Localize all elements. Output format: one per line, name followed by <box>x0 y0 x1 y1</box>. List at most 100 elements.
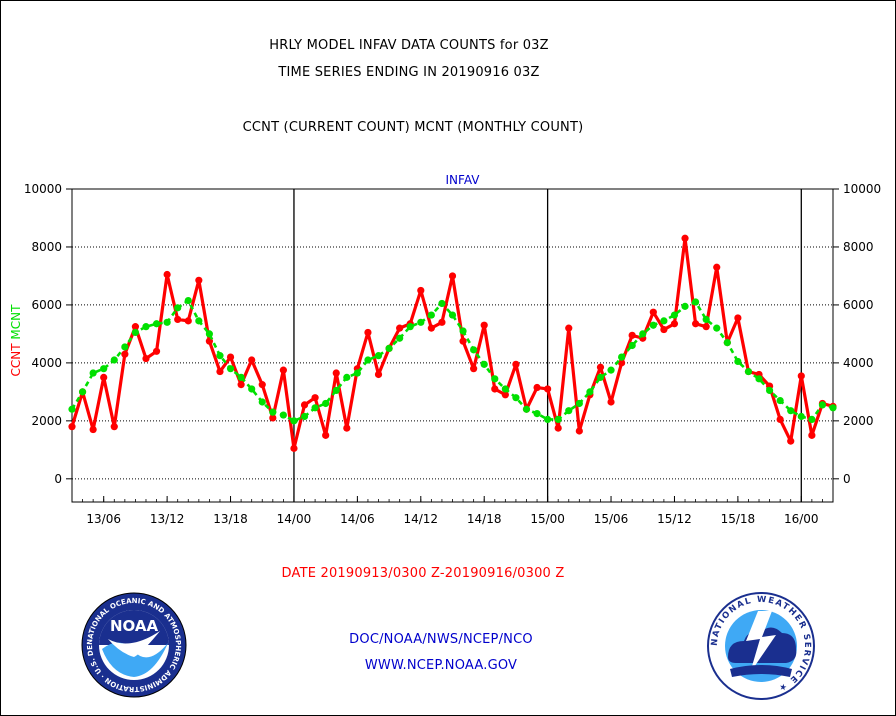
data-point-mcnt <box>279 411 287 419</box>
data-point-mcnt <box>110 356 118 364</box>
data-point-mcnt <box>322 399 330 408</box>
x-tick-label: 14/12 <box>403 512 438 526</box>
date-range: DATE 20190913/0300 Z-20190916/0300 Z <box>281 566 565 581</box>
data-point-mcnt <box>152 320 161 328</box>
data-point-ccnt <box>343 424 351 432</box>
data-point-mcnt <box>575 399 583 408</box>
data-point-mcnt <box>417 318 425 326</box>
data-point-ccnt <box>396 324 404 332</box>
data-point-mcnt <box>427 311 435 319</box>
data-point-mcnt <box>533 410 541 418</box>
data-point-ccnt <box>89 425 97 434</box>
data-point-ccnt <box>142 354 150 363</box>
x-tick-label: 16/00 <box>784 512 819 526</box>
data-point-ccnt <box>491 385 499 393</box>
data-point-mcnt <box>544 415 552 424</box>
data-point-ccnt <box>184 317 192 325</box>
x-tick-label: 13/12 <box>150 512 185 526</box>
data-point-ccnt <box>660 325 668 334</box>
y-tick-label-right: 8000 <box>843 240 874 254</box>
data-point-mcnt <box>765 386 774 395</box>
data-point-mcnt <box>216 352 224 360</box>
data-point-mcnt <box>131 328 140 337</box>
data-point-mcnt <box>512 394 520 402</box>
data-point-ccnt <box>121 350 129 358</box>
data-point-ccnt <box>776 415 784 424</box>
data-point-mcnt <box>797 412 805 421</box>
data-point-ccnt <box>596 363 605 371</box>
data-point-ccnt <box>533 383 541 392</box>
data-point-mcnt <box>734 357 742 366</box>
data-point-mcnt <box>343 373 351 381</box>
website-link[interactable]: WWW.NCEP.NOAA.GOV <box>364 658 518 673</box>
data-point-mcnt <box>269 408 277 416</box>
data-point-ccnt <box>512 360 520 368</box>
x-tick-label: 15/00 <box>530 512 565 526</box>
data-point-mcnt <box>174 304 182 312</box>
data-point-ccnt <box>691 320 700 328</box>
data-point-ccnt <box>300 401 309 409</box>
data-point-ccnt <box>269 414 277 422</box>
data-point-ccnt <box>787 437 795 445</box>
data-point-mcnt <box>332 386 340 395</box>
data-point-mcnt <box>787 407 795 415</box>
data-point-mcnt <box>385 344 393 352</box>
y-tick-label-right: 0 <box>843 472 851 486</box>
data-point-ccnt <box>575 427 583 435</box>
data-point-mcnt <box>829 404 837 412</box>
data-point-ccnt <box>332 369 340 377</box>
data-point-mcnt <box>184 296 192 305</box>
data-point-ccnt <box>68 423 76 431</box>
data-point-mcnt <box>396 334 404 342</box>
data-point-ccnt <box>670 320 679 328</box>
x-tick-label: 13/18 <box>213 512 248 526</box>
data-point-ccnt <box>713 263 721 271</box>
data-point-ccnt <box>417 286 425 295</box>
data-point-mcnt <box>723 339 731 347</box>
data-point-ccnt <box>152 347 161 355</box>
data-point-mcnt <box>596 373 605 381</box>
data-point-ccnt <box>110 423 118 431</box>
data-point-ccnt <box>681 234 689 242</box>
data-point-mcnt <box>755 375 763 383</box>
y-label-mcnt: MCNT <box>9 304 23 340</box>
data-point-mcnt <box>744 367 753 376</box>
data-point-mcnt <box>205 330 214 338</box>
data-point-mcnt <box>353 369 361 377</box>
data-point-mcnt <box>470 346 478 354</box>
x-tick-label: 14/06 <box>340 512 375 526</box>
data-point-mcnt <box>639 330 647 338</box>
y-tick-label-right: 2000 <box>843 414 874 428</box>
data-point-ccnt <box>100 373 108 381</box>
x-tick-label: 13/06 <box>86 512 121 526</box>
chart-title-line1: HRLY MODEL INFAV DATA COUNTS for 03Z <box>269 38 549 53</box>
data-point-ccnt <box>501 391 509 399</box>
data-point-mcnt <box>702 315 710 324</box>
data-point-mcnt <box>100 365 108 373</box>
data-point-mcnt <box>226 365 235 373</box>
data-point-ccnt <box>565 324 573 332</box>
x-tick-label: 14/18 <box>467 512 502 526</box>
data-point-mcnt <box>628 341 636 350</box>
data-point-mcnt <box>290 417 298 425</box>
data-point-ccnt <box>216 367 224 376</box>
data-point-ccnt <box>544 385 552 393</box>
data-point-ccnt <box>470 365 478 373</box>
y-tick-label-right: 4000 <box>843 356 874 370</box>
data-point-mcnt <box>554 415 562 424</box>
data-point-mcnt <box>374 352 383 360</box>
y-tick-label-left: 0 <box>54 472 62 486</box>
x-tick-label: 15/18 <box>721 512 756 526</box>
data-point-ccnt <box>174 315 182 324</box>
data-point-ccnt <box>480 321 488 329</box>
data-point-mcnt <box>89 369 97 377</box>
noaa-logo-text: NOAA <box>110 617 159 635</box>
data-point-mcnt <box>670 311 679 319</box>
data-point-ccnt <box>459 337 467 345</box>
data-point-mcnt <box>660 317 668 325</box>
data-point-mcnt <box>258 398 266 406</box>
data-point-ccnt <box>797 372 805 380</box>
data-point-ccnt <box>195 276 203 284</box>
x-tick-label: 15/06 <box>594 512 629 526</box>
data-point-ccnt <box>554 424 562 432</box>
